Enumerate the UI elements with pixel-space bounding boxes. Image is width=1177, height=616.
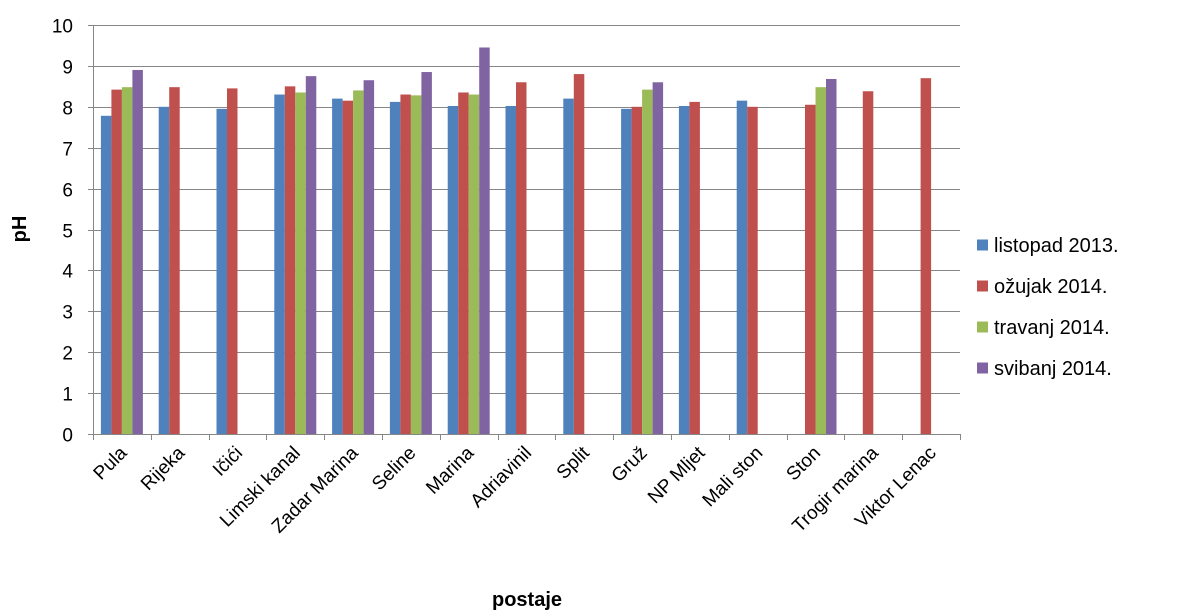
x-tick-label: Ičići [209, 443, 247, 481]
bar [132, 69, 143, 435]
x-tick-label: Split [553, 442, 594, 483]
bar [642, 89, 653, 434]
bar [400, 94, 411, 434]
legend-label: ožujak 2014. [994, 276, 1107, 298]
bar [332, 98, 343, 435]
bar [353, 90, 364, 434]
bars [100, 47, 932, 435]
x-tick-label: Seline [368, 443, 420, 495]
bar [169, 87, 180, 434]
legend-swatch [977, 362, 988, 374]
bar [100, 115, 112, 434]
bar [479, 47, 490, 435]
bar [505, 105, 516, 435]
bar [815, 87, 826, 434]
x-tick-label: Ston [783, 443, 825, 485]
y-tick-label: 9 [62, 58, 73, 79]
bar [389, 101, 401, 434]
bar [747, 106, 758, 435]
y-tick-label: 7 [62, 140, 73, 161]
x-tick-label: Pula [90, 442, 132, 484]
bar [805, 104, 816, 434]
bar [342, 100, 354, 434]
bar [736, 100, 748, 434]
y-tick-label: 4 [62, 262, 73, 283]
bar [158, 106, 170, 435]
legend-label: svibanj 2014. [994, 358, 1112, 380]
legend-swatch [977, 321, 988, 333]
bar [516, 82, 527, 434]
bar [295, 92, 306, 435]
y-axis-title: pH [9, 216, 31, 243]
bar [447, 105, 459, 435]
bar [111, 89, 122, 434]
bar [274, 94, 285, 434]
bar [216, 108, 227, 434]
legend-label: travanj 2014. [994, 317, 1110, 339]
bar [227, 88, 238, 435]
x-tick-label: Gruž [608, 443, 652, 487]
bar [920, 78, 932, 435]
bar [631, 106, 643, 435]
bar [652, 82, 664, 434]
y-tick-label: 1 [62, 385, 73, 406]
axes [88, 25, 961, 440]
legend-swatch [977, 280, 988, 292]
y-tick-label: 8 [62, 99, 73, 120]
bar [563, 98, 574, 435]
bar [689, 101, 700, 434]
x-tick-label: Mali ston [699, 443, 768, 512]
bar [573, 74, 585, 434]
x-tick-label: Rijeka [137, 442, 189, 494]
legend-swatch [977, 239, 988, 251]
y-tick-label: 2 [62, 344, 73, 365]
bar [410, 95, 422, 435]
y-tick-labels: 0 1 2 3 4 5 6 7 8 9 10 [52, 17, 74, 447]
bar [862, 91, 874, 435]
bar [305, 76, 317, 434]
y-tick-label: 0 [62, 426, 73, 447]
legend: listopad 2013. ožujak 2014. travanj 2014. s… [977, 235, 1119, 380]
bar [826, 78, 837, 434]
bar [421, 72, 432, 434]
legend-label: listopad 2013. [994, 235, 1119, 257]
y-tick-label: 3 [62, 303, 73, 324]
y-tick-label: 5 [62, 222, 73, 243]
bar [458, 92, 469, 435]
bar [468, 94, 480, 434]
x-tick-label: Adriavinil [467, 443, 536, 512]
bar [678, 105, 690, 435]
x-tick-label: Marina [422, 442, 478, 498]
bar [121, 87, 133, 434]
bar [621, 108, 632, 434]
bar [284, 86, 296, 434]
x-axis-title: postaje [492, 589, 562, 611]
bar [363, 80, 375, 434]
y-tick-label: 10 [52, 17, 73, 38]
y-tick-label: 6 [62, 181, 73, 202]
